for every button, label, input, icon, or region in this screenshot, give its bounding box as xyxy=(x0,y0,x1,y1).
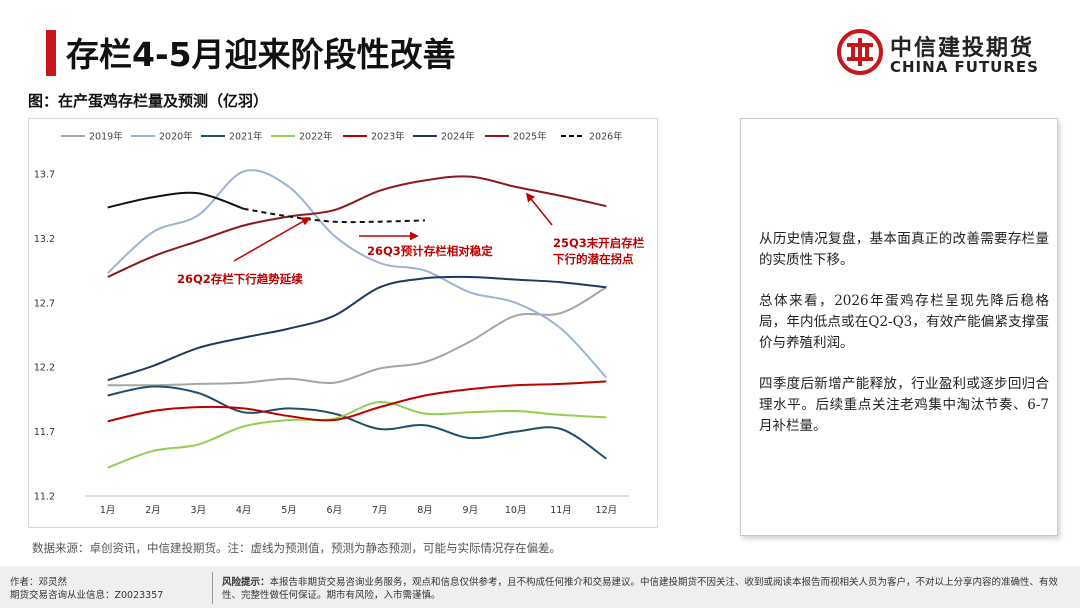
risk-text: 本报告非期货交易咨询业务服务，观点和信息仅供参考，且不构成任何推介和交易建议。中… xyxy=(222,577,1059,601)
x-tick-label: 6月 xyxy=(327,505,343,516)
annotation-arrow xyxy=(233,217,311,262)
x-tick-label: 9月 xyxy=(463,505,479,516)
title-accent-bar xyxy=(46,30,56,76)
footer-divider xyxy=(212,572,213,604)
logo-mark-icon xyxy=(837,29,883,75)
legend-label: 2020年 xyxy=(159,131,193,143)
y-tick-label: 11.2 xyxy=(34,492,55,503)
annotation-q2: 26Q2存栏下行趋势延续 xyxy=(177,272,303,286)
analysis-paragraph-2: 总体来看，2026年蛋鸡存栏呈现先降后稳格局，年内低点或在Q2-Q3，有效产能偏… xyxy=(759,293,1049,351)
series-line-2021年 xyxy=(107,385,607,460)
annotation-q3: 26Q3预计存栏相对稳定 xyxy=(367,244,493,258)
chart-container: 11.2 11.7 12.2 12.7 13.2 13.7 1月 2月 3月 4月 5月 6月 7月 8月… xyxy=(28,118,658,528)
series-line-2023年 xyxy=(107,380,607,423)
series-line-2019年 xyxy=(107,286,607,387)
y-tick-label: 12.2 xyxy=(34,363,55,374)
legend-label: 2021年 xyxy=(229,131,263,143)
series-line-2020年 xyxy=(107,169,608,379)
series-line-2026年-forecast xyxy=(243,207,426,224)
logo-cn-text: 中信建投期货 xyxy=(890,36,1035,61)
legend-label: 2023年 xyxy=(371,131,405,143)
y-tick-label: 11.7 xyxy=(34,427,55,438)
risk-label: 风险提示： xyxy=(222,577,270,588)
annotation-2025-line2: 下行的潜在拐点 xyxy=(553,252,634,266)
y-tick-label: 13.2 xyxy=(34,234,55,245)
legend-label: 2019年 xyxy=(89,131,123,143)
analysis-text: 从历史情况复盘，基本面真正的改善需要存栏量的实质性下移。 总体来看，2026年蛋… xyxy=(759,229,1049,457)
footer-author-info: 作者：邓灵然 期货交易咨询从业信息：Z0023357 xyxy=(10,576,163,602)
legend-label: 2022年 xyxy=(299,131,333,143)
line-chart: 11.2 11.7 12.2 12.7 13.2 13.7 1月 2月 3月 4月 5月 6月 7月 8月… xyxy=(34,131,645,517)
series-line-2022年 xyxy=(107,400,607,469)
x-tick-label: 11月 xyxy=(550,505,572,516)
company-logo: 中信建投期货 CHINA FUTURES xyxy=(836,28,1039,80)
data-source-note: 数据来源：卓创资讯，中信建投期货。注：虚线为预测值，预测为静态预测，可能与实际情… xyxy=(32,541,561,555)
legend-label: 2026年 xyxy=(589,131,623,143)
x-tick-label: 5月 xyxy=(281,505,297,516)
figure-caption: 图：在产蛋鸡存栏量及预测（亿羽） xyxy=(28,92,269,110)
logo-en-text: CHINA FUTURES xyxy=(890,58,1039,76)
x-tick-label: 12月 xyxy=(596,505,618,516)
y-tick-label: 13.7 xyxy=(34,170,55,181)
legend-label: 2024年 xyxy=(441,131,475,143)
author-name: 作者：邓灵然 xyxy=(10,577,68,588)
risk-disclaimer: 风险提示：本报告非期货交易咨询业务服务，观点和信息仅供参考，且不构成任何推介和交… xyxy=(222,576,1062,602)
x-tick-label: 3月 xyxy=(191,505,207,516)
series-line-2026年-actual xyxy=(107,191,245,210)
license-number: 期货交易咨询从业信息：Z0023357 xyxy=(10,590,164,601)
x-tick-label: 4月 xyxy=(236,505,252,516)
analysis-panel: 从历史情况复盘，基本面真正的改善需要存栏量的实质性下移。 总体来看，2026年蛋… xyxy=(740,118,1058,536)
x-tick-label: 1月 xyxy=(100,505,116,516)
annotation-2025-line1: 25Q3末开启存栏 xyxy=(553,236,645,250)
analysis-paragraph-1: 从历史情况复盘，基本面真正的改善需要存栏量的实质性下移。 xyxy=(759,231,1049,268)
x-tick-label: 7月 xyxy=(372,505,388,516)
legend-label: 2025年 xyxy=(513,131,547,143)
series-line-2024年 xyxy=(107,275,607,382)
footer: 作者：邓灵然 期货交易咨询从业信息：Z0023357 风险提示：本报告非期货交易… xyxy=(0,566,1080,608)
analysis-paragraph-3: 四季度后新增产能释放，行业盈利或逐步回归合理水平。后续重点关注老鸡集中淘汰节奏、… xyxy=(759,376,1049,434)
series-line-2025年 xyxy=(107,175,607,278)
y-tick-label: 12.7 xyxy=(34,298,55,309)
x-tick-label: 8月 xyxy=(417,505,433,516)
page-title: 存栏4-5月迎来阶段性改善 xyxy=(66,35,456,74)
x-tick-label: 10月 xyxy=(505,505,527,516)
x-tick-label: 2月 xyxy=(145,505,161,516)
annotation-arrow xyxy=(525,192,553,226)
